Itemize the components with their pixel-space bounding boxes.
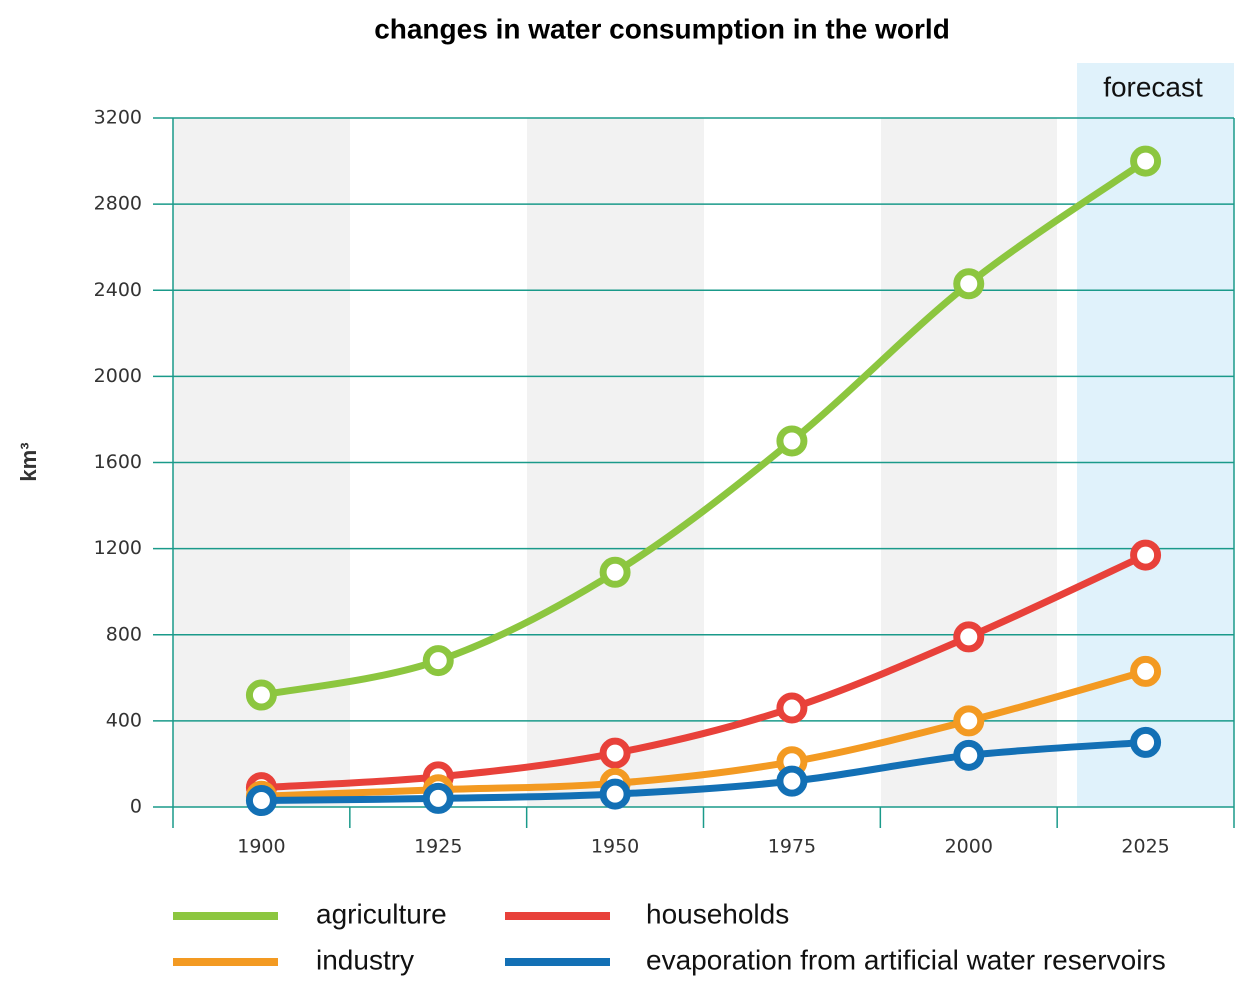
x-tick-label: 2000 bbox=[945, 836, 993, 858]
data-point bbox=[245, 785, 277, 817]
y-tick-label: 2000 bbox=[94, 365, 142, 387]
series-line bbox=[257, 551, 1150, 792]
y-tick-label: 2800 bbox=[94, 193, 142, 215]
x-tick-label: 1900 bbox=[237, 836, 285, 858]
legend-label: industry bbox=[316, 944, 414, 975]
data-point bbox=[1130, 726, 1162, 758]
y-axis-label: km³ bbox=[16, 442, 41, 481]
data-point bbox=[776, 425, 808, 457]
y-tick-label: 800 bbox=[106, 623, 142, 645]
data-point bbox=[599, 737, 631, 769]
x-tick-label: 2025 bbox=[1121, 836, 1169, 858]
legend-label: households bbox=[646, 898, 789, 929]
data-point bbox=[422, 782, 454, 814]
legend-label: agriculture bbox=[316, 898, 447, 929]
x-tick-label: 1925 bbox=[414, 836, 462, 858]
data-point bbox=[1130, 655, 1162, 687]
y-tick-label: 400 bbox=[106, 709, 142, 731]
forecast-band bbox=[1077, 63, 1234, 807]
y-tick-label: 1600 bbox=[94, 451, 142, 473]
data-point bbox=[422, 645, 454, 677]
series-line bbox=[257, 738, 1150, 805]
legend: agriculture households industry evaporation… bbox=[173, 898, 1166, 975]
forecast-label: forecast bbox=[1103, 71, 1203, 102]
grid: 0 400 800 1200 1600 2000 2400 2800 3200 1900 1925 1… bbox=[94, 107, 1235, 858]
data-point bbox=[599, 556, 631, 588]
y-tick-label: 0 bbox=[130, 796, 142, 818]
x-tick-label: 1975 bbox=[768, 836, 816, 858]
data-point bbox=[953, 268, 985, 300]
data-point bbox=[599, 778, 631, 810]
data-point bbox=[776, 765, 808, 797]
y-tick-label: 2400 bbox=[94, 279, 142, 301]
data-point bbox=[953, 705, 985, 737]
data-point bbox=[1130, 145, 1162, 177]
x-tick-label: 1950 bbox=[591, 836, 639, 858]
data-point bbox=[776, 692, 808, 724]
plot bbox=[245, 145, 1162, 817]
y-tick-label: 3200 bbox=[94, 107, 142, 129]
data-point bbox=[245, 679, 277, 711]
y-tick-label: 1200 bbox=[94, 537, 142, 559]
data-point bbox=[1130, 539, 1162, 571]
data-point bbox=[953, 621, 985, 653]
data-point bbox=[953, 739, 985, 771]
series-line bbox=[257, 667, 1150, 800]
chart-title: changes in water consumption in the worl… bbox=[374, 13, 950, 44]
legend-label: evaporation from artificial water reserv… bbox=[646, 944, 1166, 975]
